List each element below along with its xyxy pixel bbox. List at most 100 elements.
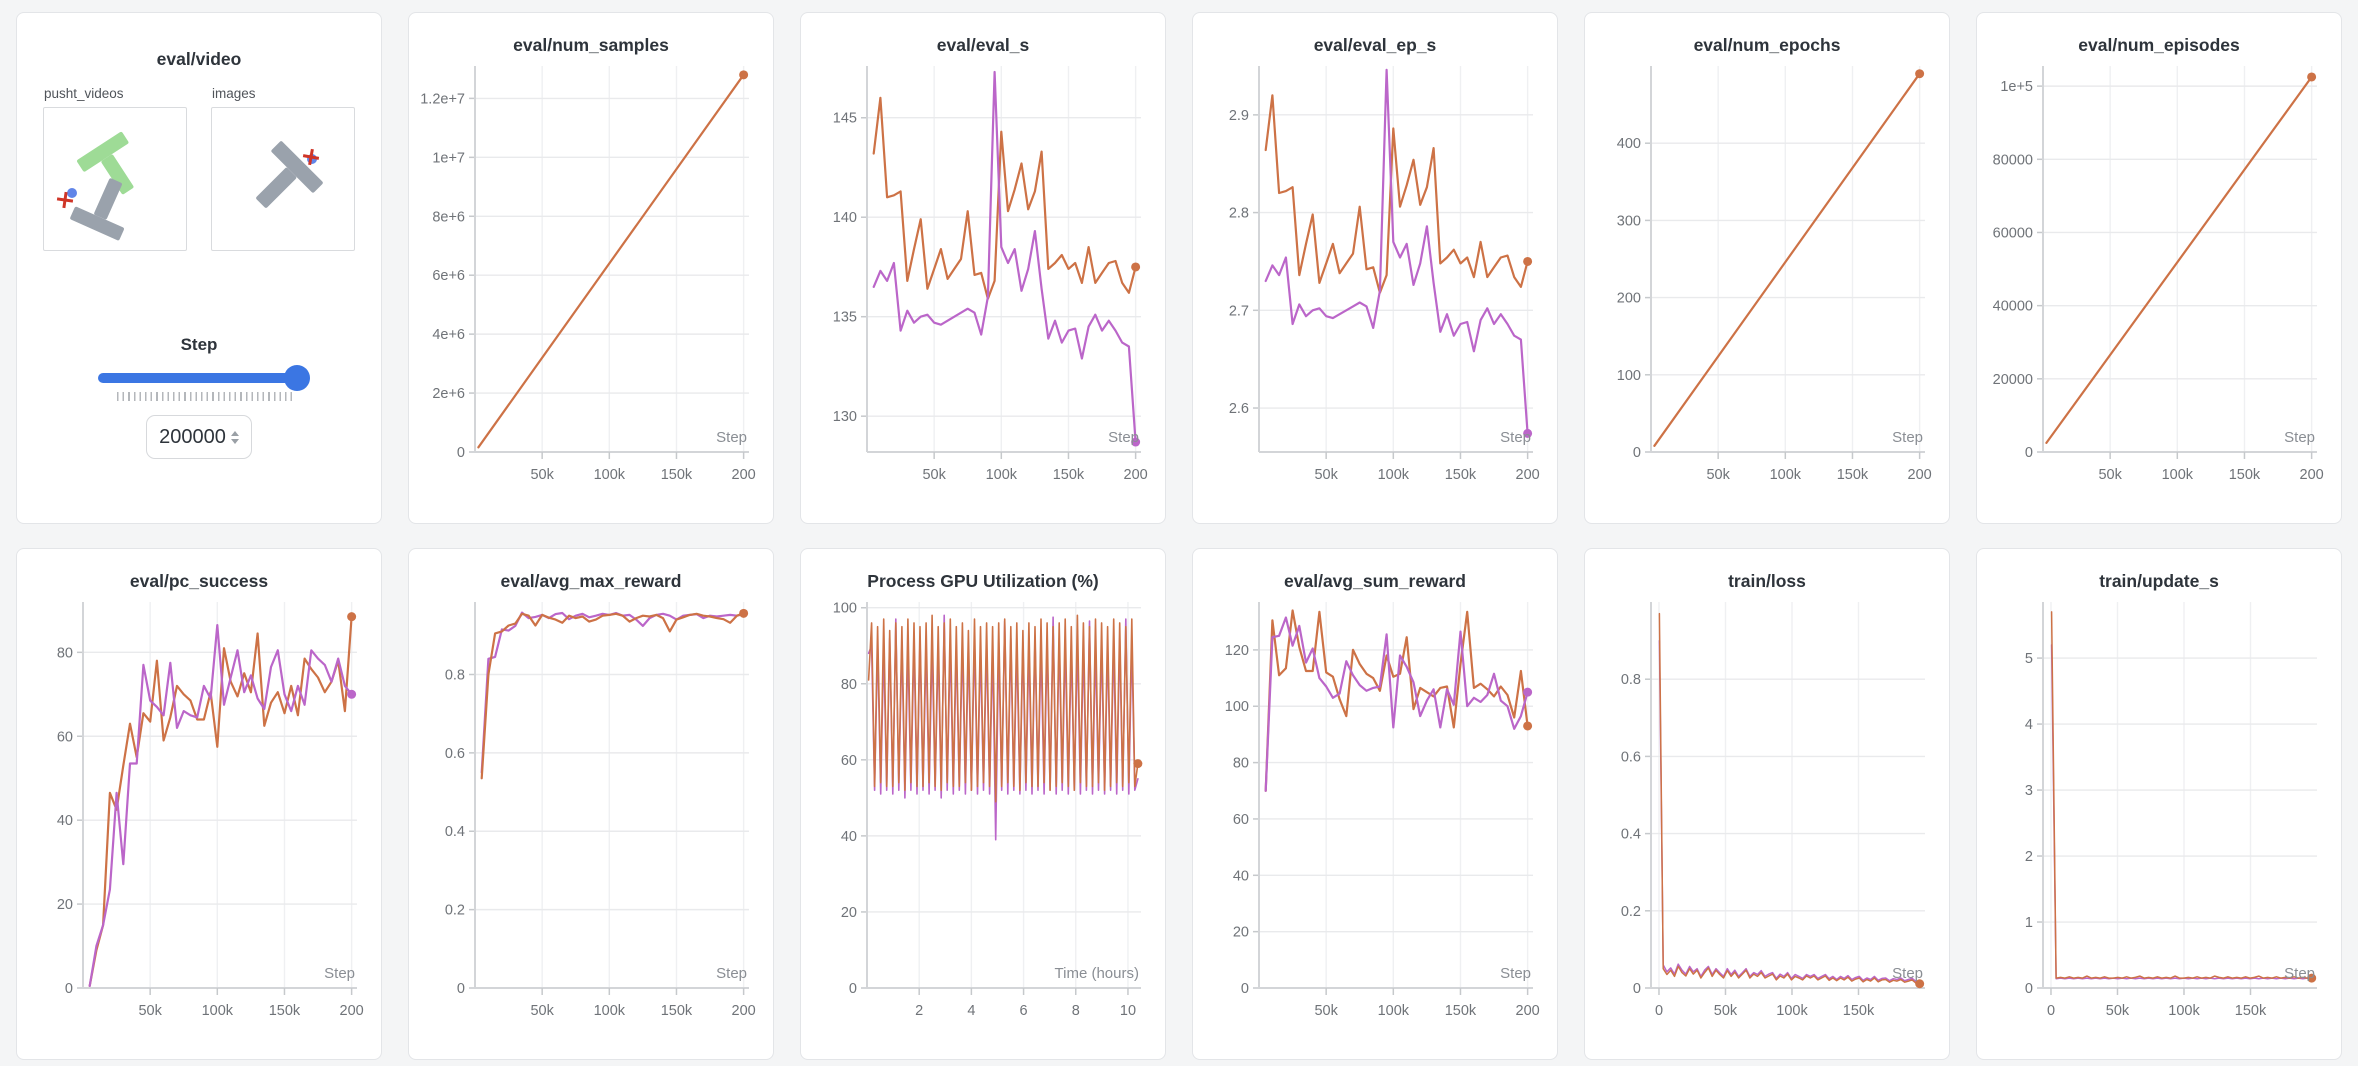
x-tick-label: 150k — [1053, 467, 1085, 483]
series-group — [867, 614, 1143, 841]
y-tick-label: 130 — [833, 409, 857, 425]
chart-plot[interactable]: 0 2e+6 4e+6 6e+6 8e+6 1e+7 1.2e+7 50k 100k 150k 20… — [421, 58, 761, 498]
y-tick-label: 20 — [57, 897, 73, 913]
x-tick-label: 100k — [1770, 467, 1802, 483]
y-tick-label: 4 — [2025, 717, 2033, 733]
series-line-run-orange — [2045, 75, 2313, 444]
y-tick-label: 300 — [1617, 213, 1641, 229]
x-tick-label: 50k — [1314, 467, 1338, 483]
x-tick-label: 50k — [2098, 467, 2122, 483]
y-tick-label: 0 — [1241, 981, 1249, 997]
y-tick-label: 1.2e+7 — [421, 91, 465, 107]
series-line-run-purple — [88, 624, 353, 987]
y-tick-label: 40 — [57, 813, 73, 829]
chart-title: train/update_s — [2099, 571, 2219, 591]
chart-panel: train/update_s 0 1 2 3 4 5 0 50k 100k 150k Step — [1976, 548, 2342, 1060]
chart-title: eval/avg_max_reward — [500, 571, 682, 591]
series-group — [88, 612, 357, 987]
chart-plot[interactable]: 0 1 2 3 4 5 0 50k 100k 150k Step — [1989, 594, 2329, 1034]
y-tick-label: 1 — [2025, 915, 2033, 931]
stepper-up-icon[interactable] — [230, 430, 239, 436]
x-tick-label: 50k — [530, 1003, 554, 1019]
series-end-dot-run-purple — [347, 689, 357, 699]
chart-title: eval/num_episodes — [2078, 35, 2240, 55]
series-group — [2045, 72, 2317, 444]
x-tick-label: 4 — [967, 1003, 975, 1019]
x-tick-label: 100k — [2162, 467, 2194, 483]
series-end-dot-run-orange — [739, 608, 749, 618]
x-tick-label: 100k — [1378, 1003, 1410, 1019]
y-tick-label: 0.6 — [445, 746, 465, 762]
x-axis-label: Step — [1108, 429, 1139, 446]
x-tick-label: 2 — [915, 1003, 923, 1019]
y-tick-label: 0.6 — [1621, 749, 1641, 765]
slider-thumb[interactable] — [284, 365, 310, 391]
y-tick-label: 0 — [849, 981, 857, 997]
y-tick-label: 140 — [833, 210, 857, 226]
series-end-dot-run-purple — [1523, 687, 1533, 697]
series-end-dot-run-orange — [2307, 72, 2317, 82]
series-line-run-orange — [477, 73, 745, 449]
chart-plot[interactable]: 0 20 40 60 80 100 2 4 6 8 10 Time (hours) — [813, 594, 1153, 1034]
y-tick-label: 1e+5 — [2000, 79, 2033, 95]
step-input[interactable]: 200000 — [146, 415, 252, 459]
series-group — [477, 70, 749, 449]
series-line-run-orange — [2050, 611, 2313, 979]
series-end-dot-run-orange — [1915, 979, 1925, 989]
chart-plot[interactable]: 0 20 40 60 80 50k 100k 150k 200 Step — [29, 594, 369, 1034]
y-tick-label: 100 — [1617, 368, 1641, 384]
x-axis-label: Step — [1500, 965, 1531, 982]
series-end-dot-run-orange — [1133, 759, 1143, 769]
x-tick-label: 50k — [922, 467, 946, 483]
y-tick-label: 0.8 — [445, 667, 465, 683]
media-panel: eval/video pusht_videos — [16, 12, 382, 524]
series-end-dot-run-orange — [1523, 256, 1533, 266]
y-tick-label: 80 — [57, 645, 73, 661]
series-group — [1264, 68, 1533, 438]
x-tick-label: 100k — [2168, 1003, 2200, 1019]
x-tick-label: 150k — [1445, 467, 1477, 483]
x-tick-label: 100k — [594, 467, 626, 483]
x-tick-label: 200 — [2300, 467, 2324, 483]
chart-plot[interactable]: 0 0.2 0.4 0.6 0.8 50k 100k 150k 200 Step — [421, 594, 761, 1034]
series-group — [1264, 609, 1533, 792]
x-axis-label: Step — [2284, 965, 2315, 982]
chart-plot[interactable]: 0 0.2 0.4 0.6 0.8 0 50k 100k 150k Step — [1597, 594, 1937, 1034]
x-tick-label: 6 — [1020, 1003, 1028, 1019]
y-tick-label: 2 — [2025, 849, 2033, 865]
thumbnail-label: pusht_videos — [44, 86, 124, 101]
x-tick-label: 150k — [269, 1003, 301, 1019]
pusht-video-thumbnail[interactable] — [43, 107, 187, 251]
y-tick-label: 5 — [2025, 651, 2033, 667]
y-tick-label: 40 — [841, 829, 857, 845]
y-tick-label: 0.8 — [1621, 672, 1641, 688]
chart-title: eval/eval_s — [936, 35, 1030, 55]
y-tick-label: 60000 — [1993, 225, 2033, 241]
chart-panel: eval/eval_s 130 135 140 145 50k 100k 150k 200 Ste… — [800, 12, 1166, 524]
x-tick-label: 200 — [340, 1003, 364, 1019]
y-tick-label: 0.2 — [445, 903, 465, 919]
chart-title: train/loss — [1728, 571, 1806, 591]
chart-plot[interactable]: 0 20000 40000 60000 80000 1e+5 50k 100k 150k 200 S… — [1989, 58, 2329, 498]
step-slider[interactable] — [98, 365, 310, 391]
x-axis-label: Step — [1500, 429, 1531, 446]
series-end-dot-run-purple — [1131, 437, 1141, 447]
chart-plot[interactable]: 0 100 200 300 400 50k 100k 150k 200 Step — [1597, 58, 1937, 498]
step-value: 200000 — [159, 425, 226, 448]
y-tick-label: 20 — [841, 905, 857, 921]
y-tick-label: 400 — [1617, 136, 1641, 152]
chart-plot[interactable]: 130 135 140 145 50k 100k 150k 200 Step — [813, 58, 1153, 498]
chart-panel: eval/pc_success 0 20 40 60 80 50k 100k 150k 200 St… — [16, 548, 382, 1060]
chart-plot[interactable]: 2.6 2.7 2.8 2.9 50k 100k 150k 200 Step — [1205, 58, 1545, 498]
images-thumbnail[interactable] — [211, 107, 355, 251]
y-tick-label: 0 — [1633, 981, 1641, 997]
chart-plot[interactable]: 0 20 40 60 80 100 120 50k 100k 150k 200 Step — [1205, 594, 1545, 1034]
stepper-down-icon[interactable] — [230, 438, 239, 444]
series-line-run-purple — [2050, 644, 2313, 980]
y-tick-label: 0 — [457, 445, 465, 461]
x-tick-label: 150k — [1445, 1003, 1477, 1019]
x-tick-label: 50k — [530, 467, 554, 483]
x-tick-label: 50k — [1706, 467, 1730, 483]
x-tick-label: 200 — [732, 1003, 756, 1019]
x-axis-label: Step — [716, 965, 747, 982]
